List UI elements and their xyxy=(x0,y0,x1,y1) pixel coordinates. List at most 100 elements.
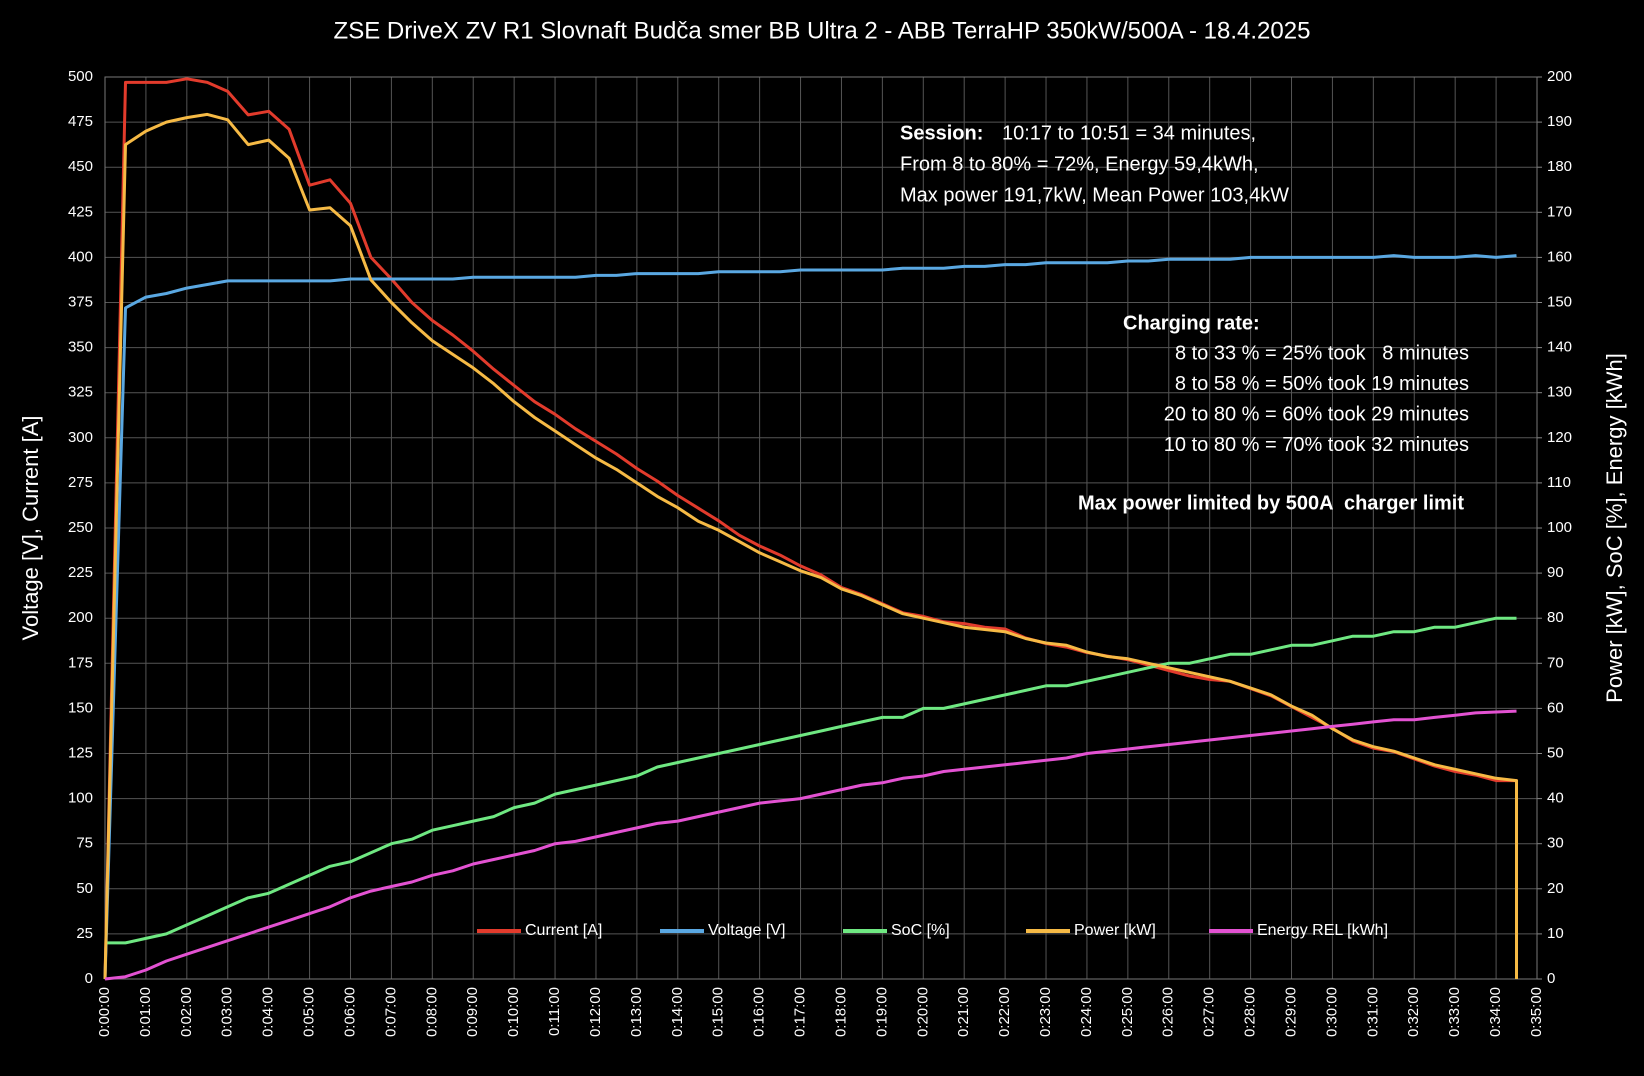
x-tick-label: 0:04:00 xyxy=(260,987,277,1037)
x-tick-label: 0:09:00 xyxy=(464,987,481,1037)
y-tick-label: 425 xyxy=(68,203,93,220)
annotation: 10:17 to 10:51 = 34 minutes, xyxy=(1002,122,1256,144)
y2-tick-label: 130 xyxy=(1547,384,1572,401)
annotation-label: Charging rate: xyxy=(1123,312,1260,334)
y2-tick-label: 40 xyxy=(1547,790,1564,807)
series-line xyxy=(104,709,1517,981)
x-tick-label: 0:24:00 xyxy=(1078,987,1095,1037)
legend-label: SoC [%] xyxy=(891,922,950,939)
y2-tick-label: 200 xyxy=(1547,68,1572,85)
annotation: 8 to 33 % = 25% took 8 minutes xyxy=(1175,342,1469,364)
x-tick-label: 0:31:00 xyxy=(1364,987,1381,1037)
y-tick-label: 450 xyxy=(68,158,93,175)
y2-tick-label: 10 xyxy=(1547,925,1564,942)
x-tick-label: 0:11:00 xyxy=(546,987,563,1036)
y-tick-label: 200 xyxy=(68,609,93,626)
x-tick-label: 0:01:00 xyxy=(137,987,154,1037)
x-tick-label: 0:06:00 xyxy=(341,987,358,1037)
series-line xyxy=(105,616,1517,945)
y-tick-label: 175 xyxy=(68,654,93,671)
x-tick-label: 0:26:00 xyxy=(1160,987,1177,1037)
y-tick-label: 500 xyxy=(68,68,93,85)
y2-tick-label: 150 xyxy=(1547,293,1572,310)
y-tick-label: 275 xyxy=(68,474,93,491)
legend-label: Voltage [V] xyxy=(708,922,785,939)
y2-tick-label: 160 xyxy=(1547,248,1572,265)
chart-title: ZSE DriveX ZV R1 Slovnaft Budča smer BB … xyxy=(334,17,1311,44)
x-tick-label: 0:15:00 xyxy=(710,987,727,1037)
legend-label: Energy REL [kWh] xyxy=(1257,922,1388,939)
annotation: 10 to 80 % = 70% took 32 minutes xyxy=(1164,434,1469,456)
y-axis-title: Voltage [V], Current [A] xyxy=(18,415,43,640)
y2-tick-label: 50 xyxy=(1547,744,1564,761)
x-tick-label: 0:27:00 xyxy=(1201,987,1218,1037)
y2-tick-label: 70 xyxy=(1547,654,1564,671)
x-tick-label: 0:14:00 xyxy=(669,987,686,1037)
series-line xyxy=(103,254,1517,980)
annotation: Max power 191,7kW, Mean Power 103,4kW xyxy=(900,184,1289,206)
legend-label: Current [A] xyxy=(525,922,602,939)
y2-tick-label: 180 xyxy=(1547,158,1572,175)
y-tick-label: 400 xyxy=(68,248,93,265)
x-tick-label: 0:30:00 xyxy=(1323,987,1340,1037)
x-tick-label: 0:05:00 xyxy=(301,987,318,1037)
annotation: 8 to 58 % = 50% took 19 minutes xyxy=(1175,373,1469,395)
y2-tick-label: 20 xyxy=(1547,880,1564,897)
x-tick-label: 0:00:00 xyxy=(96,987,113,1037)
x-tick-label: 0:22:00 xyxy=(996,987,1013,1037)
y-tick-label: 100 xyxy=(68,790,93,807)
y-tick-label: 225 xyxy=(68,564,93,581)
legend-label: Power [kW] xyxy=(1074,922,1156,939)
x-tick-label: 0:20:00 xyxy=(914,987,931,1037)
x-tick-label: 0:18:00 xyxy=(832,987,849,1037)
x-tick-label: 0:29:00 xyxy=(1282,987,1299,1037)
y2-tick-label: 90 xyxy=(1547,564,1564,581)
annotation: Max power limited by 500A charger limit xyxy=(1078,492,1464,514)
y-tick-label: 125 xyxy=(68,744,93,761)
y2-tick-label: 190 xyxy=(1547,113,1572,130)
y-tick-label: 375 xyxy=(68,293,93,310)
y2-tick-label: 100 xyxy=(1547,519,1572,536)
x-tick-label: 0:03:00 xyxy=(219,987,236,1037)
x-tick-label: 0:23:00 xyxy=(1037,987,1054,1037)
y2-axis-title: Power [kW], SoC [%], Energy [kWh] xyxy=(1602,353,1627,703)
y-tick-label: 350 xyxy=(68,339,93,356)
y2-tick-label: 30 xyxy=(1547,835,1564,852)
x-tick-label: 0:19:00 xyxy=(873,987,890,1037)
annotation-label: Session: xyxy=(900,122,983,144)
x-tick-label: 0:08:00 xyxy=(423,987,440,1037)
x-tick-label: 0:12:00 xyxy=(587,987,604,1037)
y-tick-label: 150 xyxy=(68,699,93,716)
x-tick-label: 0:13:00 xyxy=(628,987,645,1037)
x-tick-label: 0:16:00 xyxy=(751,987,768,1037)
annotation: From 8 to 80% = 72%, Energy 59,4kWh, xyxy=(900,153,1259,175)
y2-tick-label: 80 xyxy=(1547,609,1564,626)
y2-tick-label: 140 xyxy=(1547,339,1572,356)
y-tick-label: 250 xyxy=(68,519,93,536)
y-tick-label: 300 xyxy=(68,429,93,446)
plot-border xyxy=(104,76,1538,980)
x-tick-label: 0:28:00 xyxy=(1242,987,1259,1037)
y-tick-label: 325 xyxy=(68,384,93,401)
series-line xyxy=(103,112,1518,980)
y2-tick-label: 120 xyxy=(1547,429,1572,446)
y-tick-label: 475 xyxy=(68,113,93,130)
y-tick-label: 75 xyxy=(76,835,93,852)
x-tick-label: 0:07:00 xyxy=(382,987,399,1037)
x-tick-label: 0:21:00 xyxy=(955,987,972,1037)
x-tick-label: 0:25:00 xyxy=(1119,987,1136,1037)
x-tick-label: 0:35:00 xyxy=(1528,987,1545,1037)
x-tick-label: 0:17:00 xyxy=(792,987,809,1037)
y-tick-label: 50 xyxy=(76,880,93,897)
y2-tick-label: 0 xyxy=(1547,970,1555,987)
x-tick-label: 0:10:00 xyxy=(505,987,522,1037)
annotation: 20 to 80 % = 60% took 29 minutes xyxy=(1164,403,1469,425)
y2-tick-label: 60 xyxy=(1547,699,1564,716)
x-tick-label: 0:32:00 xyxy=(1405,987,1422,1037)
y-tick-label: 0 xyxy=(85,970,93,987)
x-tick-label: 0:02:00 xyxy=(178,987,195,1037)
x-tick-label: 0:34:00 xyxy=(1487,987,1504,1037)
y2-tick-label: 170 xyxy=(1547,203,1572,220)
x-tick-label: 0:33:00 xyxy=(1446,987,1463,1037)
